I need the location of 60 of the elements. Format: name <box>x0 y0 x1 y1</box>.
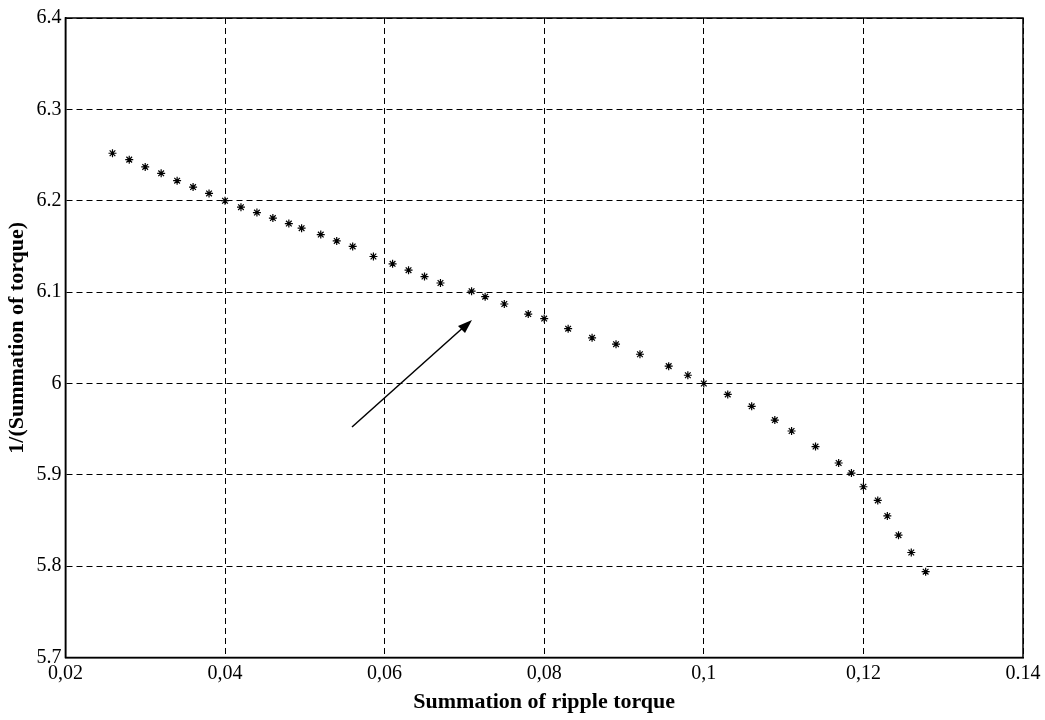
point <box>435 278 446 288</box>
y-tick-label: 5.9 <box>36 462 62 485</box>
x-tick-label: 0,06 <box>367 660 403 683</box>
point <box>466 286 477 296</box>
point <box>664 361 674 371</box>
point <box>858 482 868 492</box>
point <box>268 213 278 223</box>
y-tick-label: 6.4 <box>36 5 62 28</box>
point <box>723 389 733 400</box>
point <box>387 259 398 269</box>
point <box>747 401 757 411</box>
y-axis-title: 1/(Summation of torque) <box>2 221 28 454</box>
y-tick-label: 5.8 <box>36 553 62 576</box>
point <box>539 314 549 324</box>
point <box>316 229 326 240</box>
point <box>873 495 883 506</box>
x-tick-label: 0.14 <box>1005 660 1041 683</box>
point <box>107 148 118 158</box>
point <box>770 415 780 425</box>
point <box>893 530 904 540</box>
point <box>236 202 246 212</box>
point <box>810 441 821 452</box>
y-tick-label: 6.2 <box>36 187 62 210</box>
point <box>563 324 573 334</box>
point <box>332 236 342 246</box>
point <box>635 349 645 359</box>
point <box>172 176 182 186</box>
point <box>368 251 379 262</box>
x-tick-label: 0,08 <box>526 660 562 683</box>
point <box>846 468 857 478</box>
y-tick-label: 6 <box>51 370 62 393</box>
point <box>499 299 509 309</box>
point <box>124 155 134 165</box>
point <box>419 271 430 282</box>
point <box>403 265 414 275</box>
point <box>523 309 533 319</box>
point <box>834 458 844 468</box>
point <box>284 218 294 229</box>
x-tick-label: 0,12 <box>845 660 881 683</box>
point <box>140 162 150 172</box>
point <box>297 223 307 233</box>
point <box>611 339 621 349</box>
point <box>587 333 597 343</box>
x-tick-label: 0,04 <box>207 660 243 683</box>
point <box>921 567 931 577</box>
point <box>683 370 693 380</box>
point <box>882 511 892 521</box>
point <box>252 208 262 218</box>
point <box>348 241 358 252</box>
point <box>906 547 916 558</box>
point <box>188 182 198 192</box>
point <box>480 292 490 302</box>
point <box>156 168 166 178</box>
point <box>220 196 230 206</box>
point <box>204 188 214 199</box>
x-tick-label: 0,1 <box>691 660 717 683</box>
point <box>786 426 797 436</box>
x-axis-title: Summation of ripple torque <box>413 688 676 714</box>
y-tick-label: 6.3 <box>36 96 62 119</box>
y-tick-label: 6.1 <box>36 279 62 302</box>
